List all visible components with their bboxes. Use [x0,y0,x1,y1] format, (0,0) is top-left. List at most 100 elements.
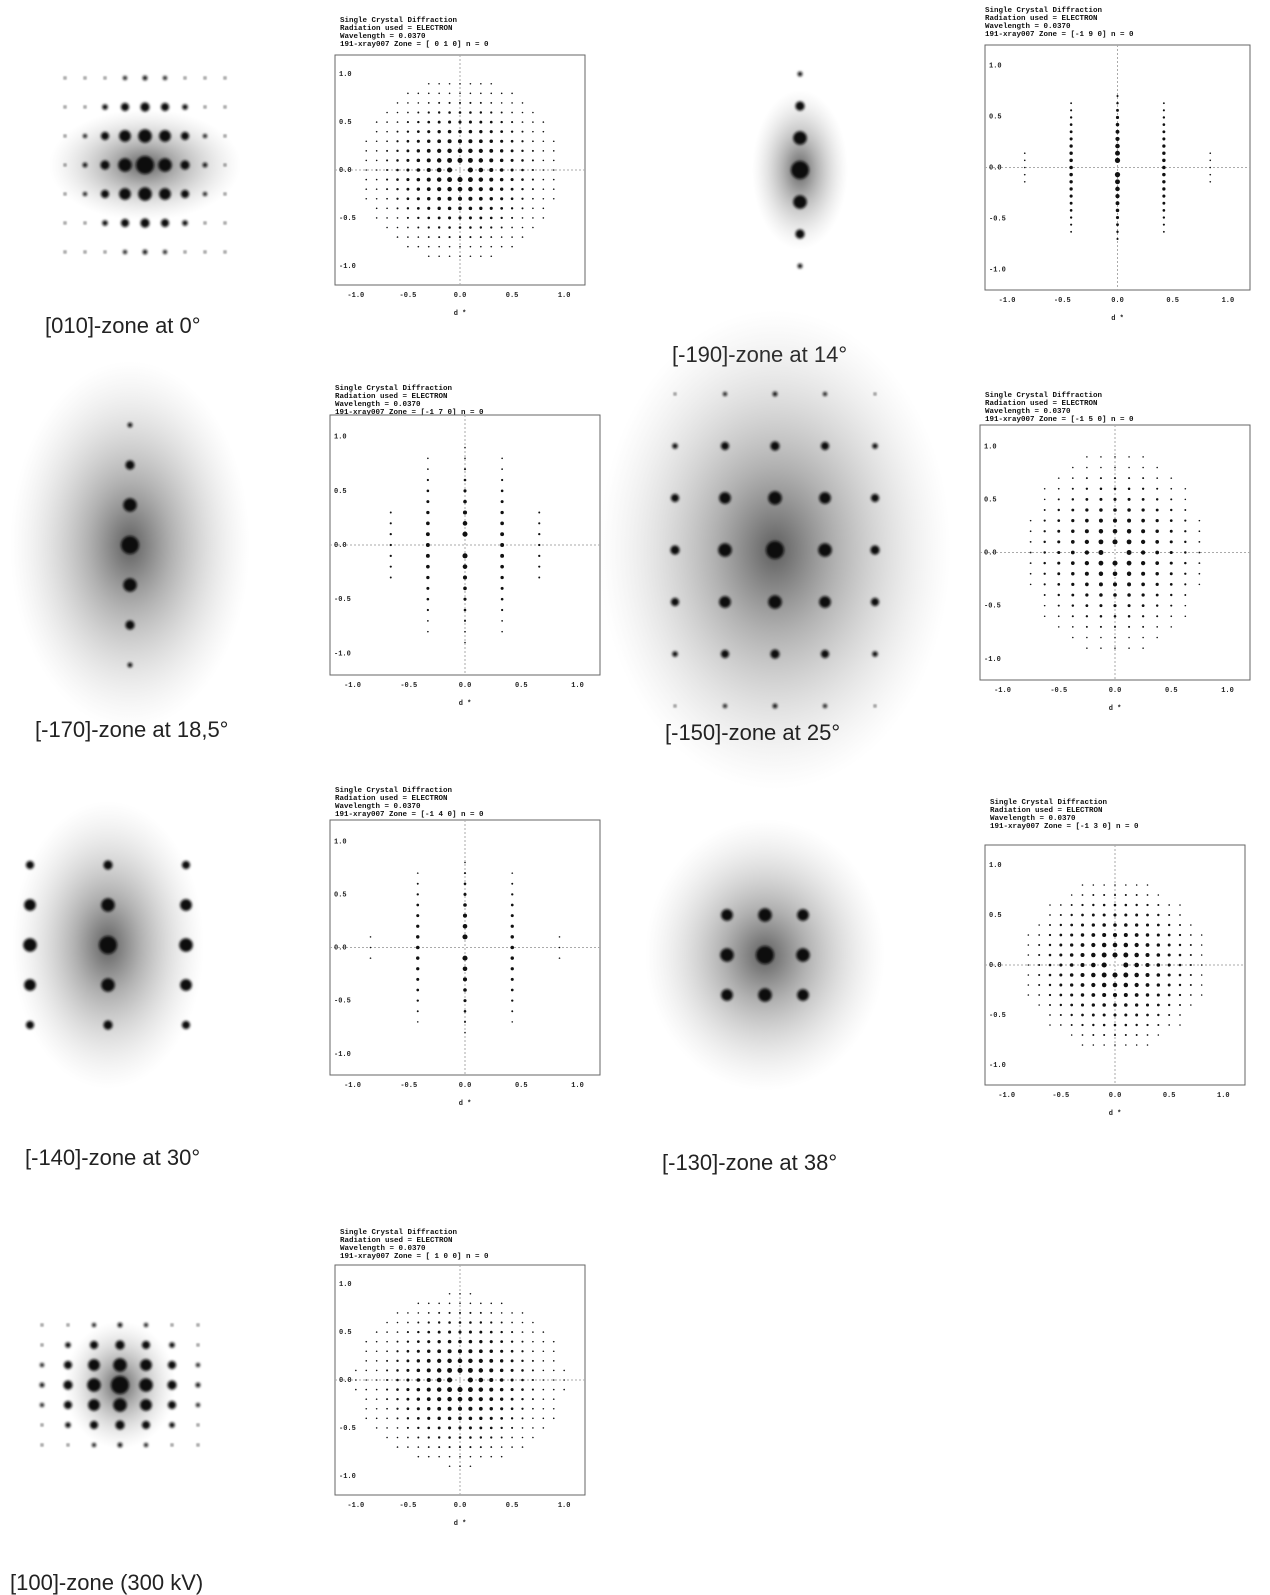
sim-spot [1091,913,1095,917]
exp-spot [203,221,207,225]
sim-spot [458,101,462,104]
sim-spot [1092,1023,1095,1027]
sim-spot [1126,550,1132,555]
sim-spot [1134,1003,1139,1007]
sim-spot [1145,962,1150,968]
sim-spot [448,1330,452,1334]
sim-header: Single Crystal Diffraction [335,385,453,393]
sim-spot [1069,963,1074,967]
exp-spot [718,543,732,557]
exp-spot [159,188,171,200]
exp-spot [40,1323,44,1327]
exp-spot [169,1342,175,1348]
sim-spot [426,187,431,192]
sim-spot [1043,572,1046,575]
sim-spot [1043,551,1046,554]
sim-spot [427,139,431,143]
sim-spot [426,510,430,515]
sim-spot [489,1397,494,1402]
sim-spot [542,169,545,171]
y-tick-label: 1.0 [334,434,347,442]
sim-spot [521,140,524,143]
sim-spot [511,216,514,219]
sim-spot [448,1446,451,1449]
exp-spot [125,620,135,630]
exp-spot [223,250,227,254]
sim-spot [386,1378,389,1382]
sim-spot [1113,477,1117,480]
sim-spot [406,121,409,124]
sim-spot [521,102,524,104]
sim-spot [1115,115,1120,120]
sim-spot [521,111,524,114]
sim-spot [510,1368,514,1372]
sim-spot [1115,201,1120,206]
sim-spot [1086,647,1088,649]
sim-spot [1059,993,1063,997]
sim-spot [436,158,442,163]
sim-spot [499,1378,504,1382]
sim-spot [1043,583,1046,586]
sim-spot [1167,943,1171,947]
sim-spot [499,1387,504,1392]
sim-spot [1178,933,1182,937]
sim-spot [1141,497,1145,501]
sim-spot [500,1436,503,1439]
x-axis-label: d * [1111,315,1124,323]
sim-spot [480,255,482,258]
exp-spot [101,978,115,992]
sim-spot [542,1398,545,1400]
sim-spot [1071,615,1074,618]
sim-spot [1069,201,1073,205]
sim-spot [427,120,431,124]
sim-spot [448,216,452,220]
sim-spot [1157,1034,1160,1036]
exp-spot [768,595,782,609]
sim-spot [499,1368,504,1373]
exp-spot [136,156,154,174]
sim-spot [1027,984,1030,986]
sim-header: 191-xray007 Zone = [-1 3 0] n = 0 [990,823,1139,831]
sim-spot [521,1397,524,1401]
sim-spot [375,150,378,152]
sim-spot [1156,1003,1160,1007]
sim-spot [1069,180,1073,184]
exp-spot [142,75,148,81]
x-tick-label: -1.0 [344,1082,361,1090]
sim-spot [1162,223,1165,226]
sim-spot [426,500,430,504]
exp-spot [223,105,227,109]
exp-spot [180,131,190,141]
sim-spot [417,102,420,104]
sim-spot [1179,1024,1181,1026]
exp-spot [140,1359,152,1371]
sim-spot [1141,615,1145,618]
sim-spot [1070,561,1075,565]
sim-spot [406,149,410,153]
sim-spot [552,1369,555,1372]
sim-spot [1070,102,1073,105]
sim-spot [511,226,513,229]
sim-spot [369,957,372,959]
sim-spot [1070,1013,1073,1017]
sim-spot [478,1349,483,1354]
sim-spot [1057,561,1061,565]
exp-spot [203,250,207,254]
sim-spot [1127,487,1131,491]
sim-spot [489,130,493,134]
sim-spot [1142,625,1145,628]
sim-spot [386,1359,389,1362]
x-axis-label: d * [1109,1110,1122,1118]
sim-spot [1092,1034,1095,1036]
sim-spot [416,999,419,1002]
sim-header: 191-xray007 Zone = [ 0 1 0] n = 0 [340,41,489,49]
sim-spot [1141,571,1146,576]
sim-spot [542,140,545,143]
sim-spot [1134,952,1139,958]
sim-spot [1081,903,1084,907]
sim-spot [1072,636,1074,639]
exp-spot [673,392,677,396]
sim-spot [406,1378,410,1382]
sim-spot [478,148,483,153]
exp-spot [721,909,733,921]
